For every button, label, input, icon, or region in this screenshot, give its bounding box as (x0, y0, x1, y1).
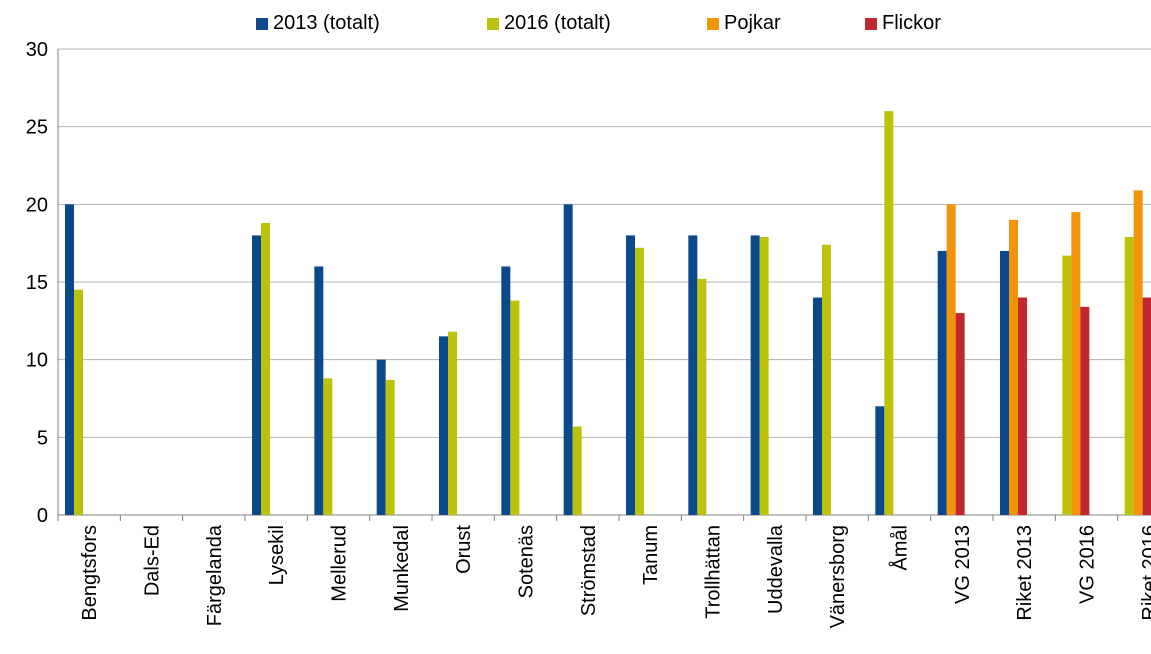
bar-2016-totalt (1062, 255, 1072, 516)
bar-2016-totalt (385, 379, 395, 515)
x-tick-label: Trollhättan (703, 525, 725, 619)
bar-2013-totalt (813, 297, 822, 515)
legend-item-flickor: Flickor (865, 12, 941, 35)
bar-2013-totalt (252, 235, 261, 515)
x-tick-label: Riket 2016 (1139, 525, 1151, 621)
bar-2013-totalt (875, 406, 885, 515)
y-tick-label: 5 (37, 427, 48, 449)
y-tick-label: 0 (37, 505, 48, 527)
x-tick-label: Tanum (640, 525, 662, 585)
legend-label-pojkar: Pojkar (724, 12, 781, 34)
bar-2013-totalt (65, 204, 74, 516)
x-tick-label: Färgelanda (204, 524, 226, 626)
bar-2016-totalt (448, 331, 457, 515)
bar-2013-totalt (937, 250, 947, 515)
legend-swatch-pojkar (707, 17, 719, 30)
x-tick-label: Riket 2013 (1014, 525, 1036, 621)
bar-flickor (1080, 306, 1090, 515)
y-tick-label: 10 (26, 350, 48, 372)
bar-2016-totalt (510, 300, 520, 515)
x-tick-label: Vänersborg (827, 525, 849, 628)
x-tick-label: Uddevalla (765, 524, 787, 614)
bar-2016-totalt (572, 426, 582, 515)
bar-flickor (1018, 297, 1027, 515)
bar-2013-totalt (626, 235, 635, 515)
bar-pojkar (1133, 190, 1143, 515)
bar-pojkar (1009, 219, 1018, 515)
bar-2013-totalt (563, 204, 573, 516)
x-tick-label: Mellerud (329, 525, 351, 602)
bar-2016-totalt (822, 244, 831, 515)
legend-swatch-2016 (487, 17, 499, 30)
bar-2016-totalt (323, 378, 333, 515)
bar-2013-totalt (501, 266, 511, 515)
x-tick-label: Sotenäs (516, 525, 538, 598)
bar-2016-totalt (261, 222, 270, 515)
bar-2016-totalt (759, 236, 769, 515)
y-tick-label: 30 (26, 39, 48, 61)
x-tick-label: Åmål (889, 525, 912, 571)
x-tick-label: VG 2016 (1077, 525, 1099, 604)
legend-label-2013: 2013 (totalt) (273, 12, 380, 34)
x-tick-label: Lysekil (266, 525, 288, 585)
y-tick-label: 20 (26, 194, 48, 216)
bar-2013-totalt (750, 235, 760, 515)
y-tick-label: 25 (26, 117, 48, 139)
x-tick-label: Orust (453, 525, 475, 574)
legend-item-2016: 2016 (totalt) (487, 12, 611, 35)
bar-2016-totalt (635, 247, 644, 515)
bar-2016-totalt (884, 111, 894, 515)
bar-2013-totalt (439, 336, 448, 515)
bar-2016-totalt (1124, 236, 1134, 515)
legend-swatch-flickor (865, 17, 877, 30)
legend-label-flickor: Flickor (882, 12, 941, 34)
legend-item-2013: 2013 (totalt) (256, 12, 380, 35)
chart-legend: 2013 (totalt) 2016 (totalt) Pojkar Flick… (0, 12, 1151, 40)
bar-2013-totalt (314, 266, 324, 515)
x-tick-label: VG 2013 (952, 525, 974, 604)
x-tick-label: Strömstad (578, 525, 600, 616)
bar-pojkar (946, 204, 956, 516)
bar-2013-totalt (688, 235, 698, 515)
bar-2013-totalt (1000, 250, 1009, 515)
legend-swatch-2013 (256, 17, 268, 30)
bar-pojkar (1071, 212, 1081, 515)
bar-flickor (955, 313, 965, 515)
bar-2016-totalt (697, 278, 707, 515)
bar-flickor (1142, 297, 1151, 515)
x-tick-label: Munkedal (391, 525, 413, 612)
legend-label-2016: 2016 (totalt) (504, 12, 611, 34)
y-tick-label: 15 (26, 272, 48, 294)
x-tick-label: Bengtsfors (79, 525, 101, 621)
bar-2013-totalt (376, 359, 386, 515)
x-tick-label: Dals-Ed (142, 525, 164, 596)
legend-item-pojkar: Pojkar (707, 12, 781, 35)
bar-2016-totalt (74, 289, 83, 515)
